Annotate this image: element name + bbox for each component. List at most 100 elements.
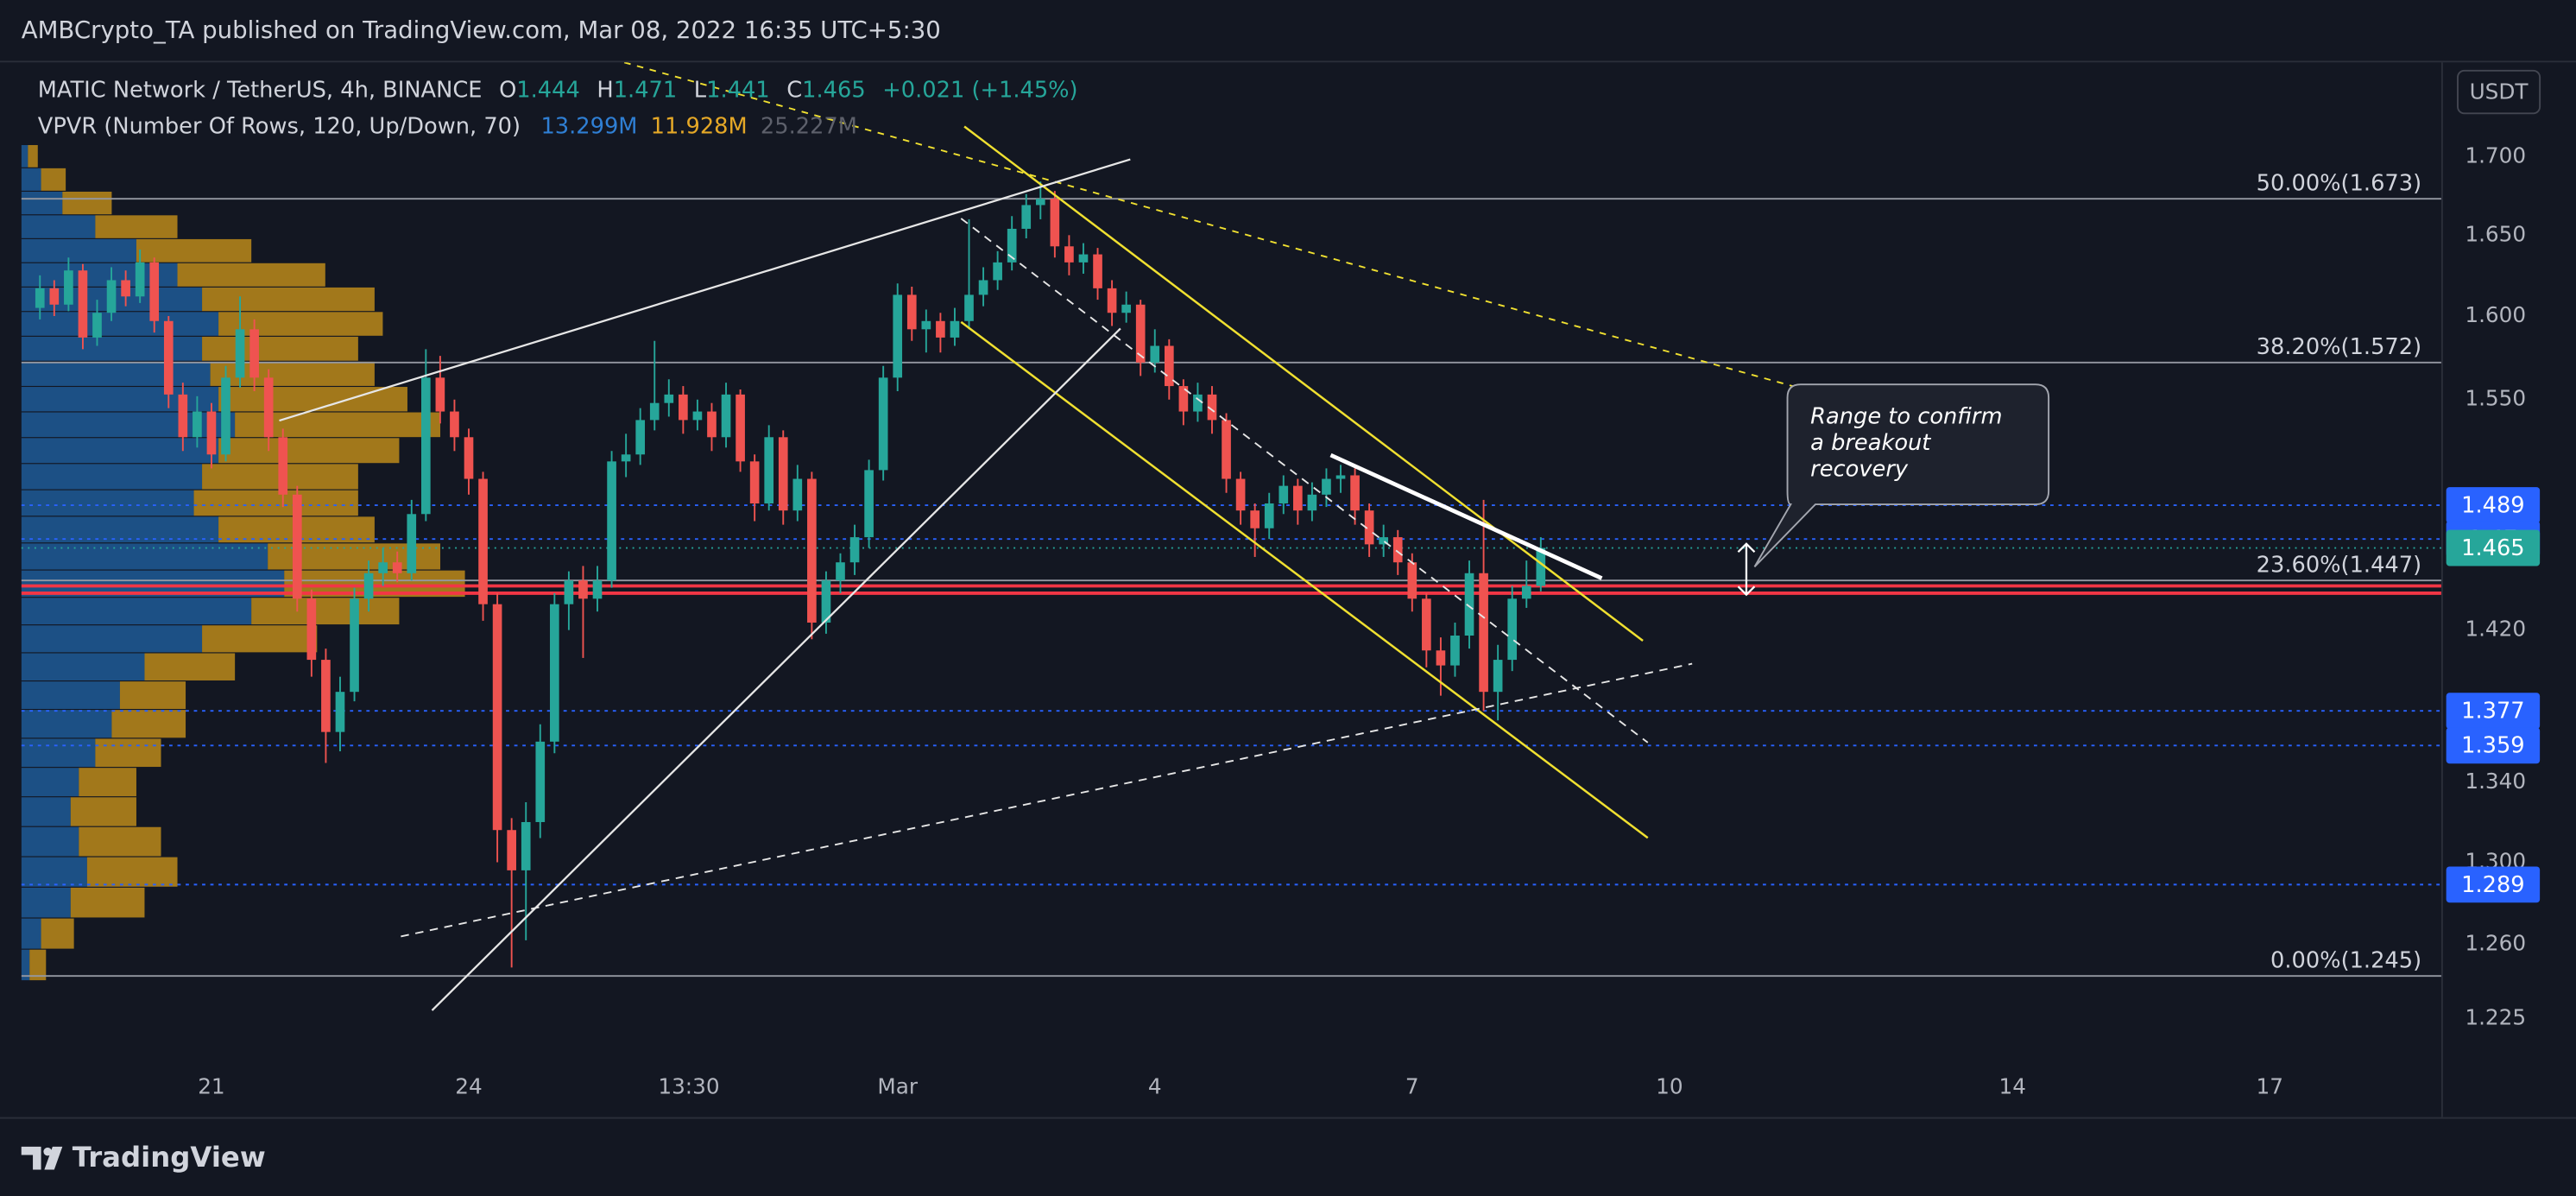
price-badge	[2446, 487, 2541, 523]
candle-body	[1364, 510, 1374, 545]
vpvr-up	[21, 543, 268, 570]
vpvr-up	[21, 710, 112, 738]
candle-body	[807, 478, 817, 623]
y-tick-label: 1.340	[2465, 769, 2526, 794]
y-tick-label: 1.550	[2465, 386, 2526, 411]
candle-body	[206, 411, 217, 455]
candle-body	[1078, 254, 1089, 263]
last-price-badge-label: 1.465	[2461, 535, 2525, 561]
candle-body	[1107, 288, 1117, 313]
candle-body	[893, 294, 903, 378]
candle-body	[464, 437, 474, 479]
last-price-badge	[2446, 529, 2541, 566]
candle-body	[178, 394, 188, 438]
candle-body	[1350, 475, 1360, 511]
vpvr-up	[21, 168, 41, 191]
range-arrow	[1737, 542, 1756, 597]
indicator-value: 11.928M	[651, 113, 748, 139]
candle-body	[1422, 598, 1431, 651]
vpvr-up	[21, 191, 63, 215]
candle-body	[278, 437, 288, 495]
ohlc-key: H	[597, 77, 613, 103]
candle-body	[1135, 304, 1146, 363]
callout-text: Range to confirm	[1810, 404, 2002, 430]
candle-body	[235, 329, 245, 378]
candle-body	[592, 580, 603, 599]
candle-body	[450, 411, 459, 438]
candle-body	[163, 320, 174, 395]
vpvr-down	[41, 168, 66, 191]
candle-body	[679, 394, 688, 421]
vpvr-up	[21, 238, 136, 263]
candle-body	[1050, 199, 1060, 247]
vpvr-down	[95, 738, 161, 768]
fib-label: 38.20%(1.572)	[2257, 334, 2421, 360]
vpvr-up	[21, 826, 79, 857]
candle-body	[635, 420, 646, 455]
symbol: MATIC Network / TetherUS, 4h, BINANCE	[38, 77, 483, 103]
vpvr-up	[21, 625, 203, 653]
fib-label: 0.00%(1.245)	[2270, 948, 2421, 974]
x-tick-label: 14	[1998, 1073, 2025, 1098]
candle-body	[1479, 573, 1488, 693]
candle-body	[507, 830, 516, 870]
candle-body	[607, 461, 616, 581]
candle-body	[778, 437, 788, 511]
candle-body	[1207, 394, 1217, 421]
vpvr-up	[21, 215, 96, 238]
x-tick-label: 17	[2257, 1073, 2283, 1098]
candle-body	[1164, 345, 1174, 387]
vpvr-up	[21, 918, 41, 949]
indicator-value: 25.227M	[761, 113, 857, 139]
candle-body	[1235, 478, 1246, 511]
vpvr-down	[202, 625, 318, 653]
brand-logo	[21, 1146, 63, 1170]
vpvr-down	[62, 191, 112, 215]
x-tick-label: 13:30	[658, 1073, 719, 1098]
candle-body	[35, 288, 45, 308]
symbol-legend: MATIC Network / TetherUS, 4h, BINANCE O1…	[38, 77, 1078, 103]
axes: 1.2251.2601.3001.3401.4201.5501.6001.650…	[198, 142, 2541, 1098]
vpvr-up	[21, 464, 203, 490]
candle-body	[350, 598, 359, 693]
x-tick-label: 24	[455, 1073, 482, 1098]
callout-box	[1753, 383, 2050, 568]
candle-body	[306, 598, 317, 661]
ohlc-key: L	[694, 77, 707, 103]
dashed-mid-channel	[960, 218, 1649, 744]
brand-name: TradingView	[73, 1141, 266, 1174]
vpvr-up	[21, 949, 30, 981]
vpvr-down	[202, 336, 358, 361]
ohlc-key: C	[786, 77, 802, 103]
x-tick-label: 4	[1148, 1073, 1162, 1098]
ohlc-value: 1.444	[516, 77, 580, 103]
vpvr-up	[21, 438, 219, 464]
fib-label: 23.60%(1.447)	[2257, 553, 2421, 579]
drawings: Range to confirm a breakout recovery	[279, 62, 2050, 1011]
candle-body	[1307, 494, 1317, 511]
candle-body	[249, 329, 259, 378]
candle-body	[363, 573, 374, 599]
candle-body	[1379, 537, 1389, 545]
candle-body	[664, 394, 674, 403]
candle-body	[149, 262, 160, 321]
candle-body	[921, 320, 931, 330]
vpvr-up	[21, 490, 194, 516]
candle-body	[749, 461, 760, 504]
x-tick-label: Mar	[877, 1073, 918, 1098]
candle-body	[135, 262, 145, 297]
candle-body	[521, 821, 531, 870]
ohlc-key: O	[499, 77, 516, 103]
indicator-name: VPVR (Number Of Rows, 120, Up/Down, 70)	[38, 113, 521, 139]
channel-lower	[960, 320, 1649, 839]
y-tick-label: 1.420	[2465, 617, 2526, 642]
ohlc-value: 1.471	[614, 77, 678, 103]
brand: TradingView	[21, 1141, 266, 1174]
candle-body	[764, 437, 774, 504]
candle-body	[692, 411, 703, 421]
candle-body	[64, 270, 73, 305]
candle-body	[1035, 199, 1045, 206]
candle-body	[564, 580, 574, 604]
vpvr-up	[21, 887, 71, 918]
legend: MATIC Network / TetherUS, 4h, BINANCE O1…	[38, 77, 1078, 139]
